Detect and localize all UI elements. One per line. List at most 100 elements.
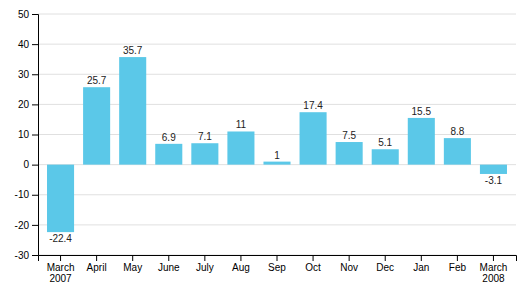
data-label: 7.5 xyxy=(342,130,356,141)
x-tick-label-line: Nov xyxy=(340,262,358,273)
y-tick: 40 xyxy=(18,39,38,50)
x-tick-mark xyxy=(313,255,314,261)
x-tick-mark xyxy=(421,255,422,261)
y-tick-label: 30 xyxy=(18,69,30,80)
data-label: 25.7 xyxy=(87,75,107,86)
x-tick: May xyxy=(123,255,142,273)
x-tick-label-line: Jan xyxy=(413,262,429,273)
y-tick-mark xyxy=(32,195,38,196)
y-tick-label: -10 xyxy=(15,189,30,200)
x-tick-label: March2007 xyxy=(47,262,75,284)
bar xyxy=(263,162,290,165)
x-tick-label: May xyxy=(123,262,142,273)
y-tick-label: -30 xyxy=(15,250,30,261)
bar xyxy=(408,118,435,165)
y-tick-label: 20 xyxy=(18,99,30,110)
x-tick-label: April xyxy=(87,262,107,273)
data-label: 7.1 xyxy=(198,131,212,142)
grid-line xyxy=(38,44,516,45)
grid xyxy=(38,14,516,255)
bar xyxy=(83,87,110,164)
x-tick-label-line: Sep xyxy=(268,262,286,273)
x-tick-mark xyxy=(277,255,278,261)
x-tick-mark xyxy=(240,255,241,261)
plot-area: -30-20-1001020304050March2007AprilMayJun… xyxy=(15,9,517,284)
chart-svg: -30-20-1001020304050March2007AprilMayJun… xyxy=(0,0,528,295)
bar xyxy=(119,57,146,165)
y-tick-mark xyxy=(32,74,38,75)
y-tick-label: 50 xyxy=(18,9,30,20)
bar xyxy=(227,131,254,164)
y-tick: 0 xyxy=(23,159,38,170)
x-tick-label-line: May xyxy=(123,262,142,273)
x-tick-label-line: 2007 xyxy=(49,273,72,284)
x-tick-label-line: Oct xyxy=(305,262,321,273)
x-tick-label: Sep xyxy=(268,262,286,273)
x-tick-label: Dec xyxy=(376,262,394,273)
bar xyxy=(336,142,363,165)
x-tick-label-line: March xyxy=(47,262,75,273)
y-tick-label: 10 xyxy=(18,129,30,140)
x-tick-label-line: 2008 xyxy=(482,273,505,284)
x-tick: Nov xyxy=(340,255,358,273)
x-axis-line xyxy=(39,256,517,262)
data-label: 11 xyxy=(236,119,247,130)
x-axis: March2007AprilMayJuneJulyAugSepOctNovDec… xyxy=(39,255,517,284)
y-tick: -30 xyxy=(15,250,38,261)
x-tick-mark xyxy=(60,255,61,261)
y-axis-line xyxy=(32,15,39,256)
x-tick: April xyxy=(87,255,107,273)
x-tick-label: Aug xyxy=(232,262,250,273)
y-tick-mark xyxy=(32,165,38,166)
x-tick-label: Feb xyxy=(449,262,467,273)
data-label: 35.7 xyxy=(123,45,143,56)
x-tick-label-line: Dec xyxy=(376,262,394,273)
data-label: 15.5 xyxy=(412,106,432,117)
x-tick-mark xyxy=(168,255,169,261)
x-tick-mark xyxy=(349,255,350,261)
x-tick-mark xyxy=(132,255,133,261)
chart-container: -30-20-1001020304050March2007AprilMayJun… xyxy=(0,0,528,295)
bar xyxy=(155,144,182,165)
data-label: 6.9 xyxy=(162,132,176,143)
y-tick-mark xyxy=(32,44,38,45)
x-tick-label-line: April xyxy=(87,262,107,273)
x-tick-mark xyxy=(457,255,458,261)
data-label: 17.4 xyxy=(303,100,323,111)
x-tick-label: Jan xyxy=(413,262,429,273)
y-tick-mark xyxy=(32,135,38,136)
data-label: -22.4 xyxy=(49,233,72,244)
x-tick-label-line: July xyxy=(196,262,214,273)
bar xyxy=(47,165,74,232)
y-tick-mark xyxy=(32,225,38,226)
bar xyxy=(300,112,327,164)
grid-line xyxy=(38,224,516,225)
y-tick-mark xyxy=(32,255,38,256)
x-tick: Dec xyxy=(376,255,394,273)
x-tick-label: June xyxy=(158,262,180,273)
data-labels: -22.425.735.76.97.111117.47.55.115.58.8-… xyxy=(49,45,502,244)
data-label: -3.1 xyxy=(485,175,503,186)
data-label: 1 xyxy=(274,150,280,161)
y-tick-label: -20 xyxy=(15,220,30,231)
grid-line xyxy=(38,14,516,15)
y-tick: 50 xyxy=(18,9,38,20)
y-tick: 10 xyxy=(18,129,38,140)
bar xyxy=(444,138,471,165)
x-tick: March2007 xyxy=(47,255,75,284)
x-tick-label-line: March xyxy=(480,262,508,273)
y-tick: -20 xyxy=(15,220,38,231)
y-tick-label: 0 xyxy=(23,159,29,170)
x-tick: Sep xyxy=(268,255,286,273)
x-tick: Jan xyxy=(413,255,429,273)
data-label: 8.8 xyxy=(450,126,464,137)
bar xyxy=(191,143,218,164)
y-tick-label: 40 xyxy=(18,39,30,50)
x-tick: Aug xyxy=(232,255,250,273)
grid-line xyxy=(38,74,516,75)
y-axis: -30 -20 -10 0 10 20 30 40 50 xyxy=(15,9,39,261)
x-tick-label-line: June xyxy=(158,262,180,273)
x-tick: June xyxy=(158,255,180,273)
x-tick: March2008 xyxy=(480,255,508,284)
x-tick: July xyxy=(196,255,214,273)
